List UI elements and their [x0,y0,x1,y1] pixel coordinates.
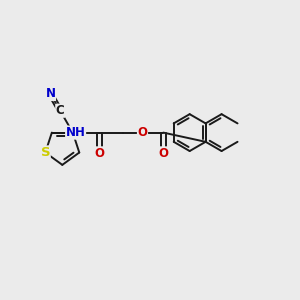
Text: O: O [94,147,104,160]
Text: NH: NH [66,126,86,139]
Text: C: C [56,104,64,117]
Text: N: N [46,88,56,100]
Text: O: O [158,147,168,160]
Text: S: S [40,146,50,159]
Text: O: O [137,126,148,139]
